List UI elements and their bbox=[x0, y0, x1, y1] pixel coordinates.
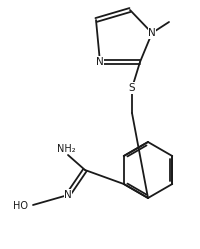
Text: HO: HO bbox=[13, 201, 28, 211]
Text: NH₂: NH₂ bbox=[56, 144, 75, 154]
Text: N: N bbox=[96, 57, 103, 67]
Text: N: N bbox=[64, 190, 72, 200]
Text: S: S bbox=[128, 83, 135, 93]
Text: N: N bbox=[147, 28, 155, 38]
